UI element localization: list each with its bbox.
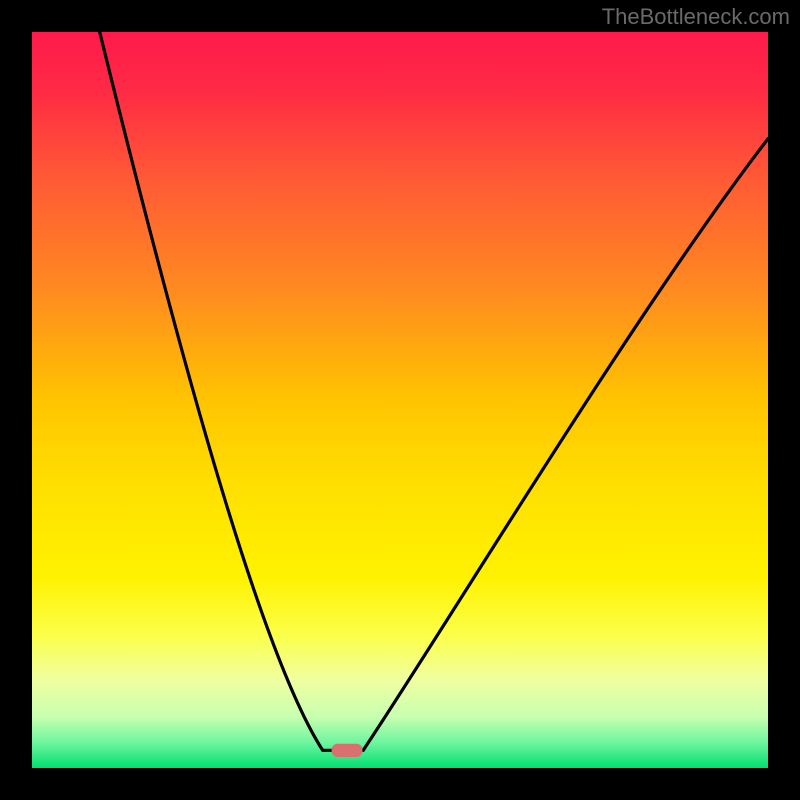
bottleneck-chart — [0, 0, 800, 800]
plot-area — [32, 32, 768, 768]
optimum-marker — [332, 744, 363, 757]
chart-container: TheBottleneck.com — [0, 0, 800, 800]
watermark-text: TheBottleneck.com — [602, 4, 790, 30]
gradient-background — [32, 32, 768, 768]
